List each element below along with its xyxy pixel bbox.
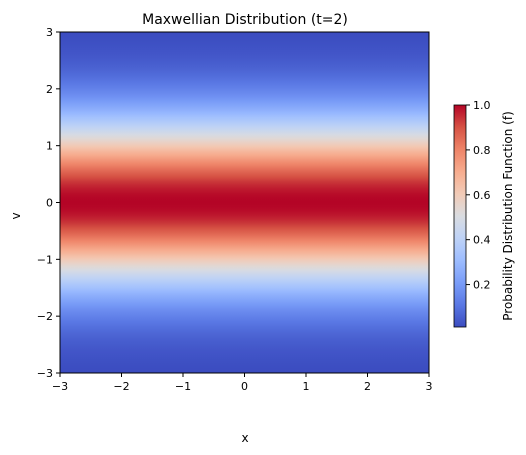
x-tick-label: 2 <box>364 380 371 393</box>
colorbar-tick-label: 0.4 <box>473 234 491 247</box>
y-tick-label: 0 <box>46 197 53 210</box>
x-axis: −3 −2 −1 0 1 2 3 <box>52 373 433 393</box>
x-tick-label: 1 <box>303 380 310 393</box>
y-axis: −3 −2 −1 0 1 2 3 <box>37 26 60 380</box>
x-tick-label: 3 <box>426 380 433 393</box>
y-tick-label: 1 <box>46 140 53 153</box>
heatmap-area <box>60 32 429 373</box>
colorbar-tick-label: 1.0 <box>473 99 491 112</box>
x-tick-label: −2 <box>113 380 129 393</box>
colorbar-tick-label: 0.8 <box>473 144 491 157</box>
x-tick-label: 0 <box>241 380 248 393</box>
y-tick-label: −3 <box>37 367 53 380</box>
y-tick-label: −2 <box>37 310 53 323</box>
x-tick-label: −1 <box>175 380 191 393</box>
colorbar-ticks: 0.2 0.4 0.6 0.8 1.0 <box>466 99 491 292</box>
colorbar-label: Probability Distribution Function (f) <box>501 111 515 321</box>
colorbar-tick-label: 0.6 <box>473 189 491 202</box>
y-axis-label: v <box>9 212 23 219</box>
y-tick-label: 3 <box>46 26 53 39</box>
chart-title: Maxwellian Distribution (t=2) <box>142 12 348 28</box>
y-tick-label: 2 <box>46 83 53 96</box>
y-tick-label: −1 <box>37 253 53 266</box>
x-axis-label: x <box>241 431 248 445</box>
colorbar-tick-label: 0.2 <box>473 279 491 292</box>
colorbar <box>453 104 467 328</box>
x-tick-label: −3 <box>52 380 68 393</box>
